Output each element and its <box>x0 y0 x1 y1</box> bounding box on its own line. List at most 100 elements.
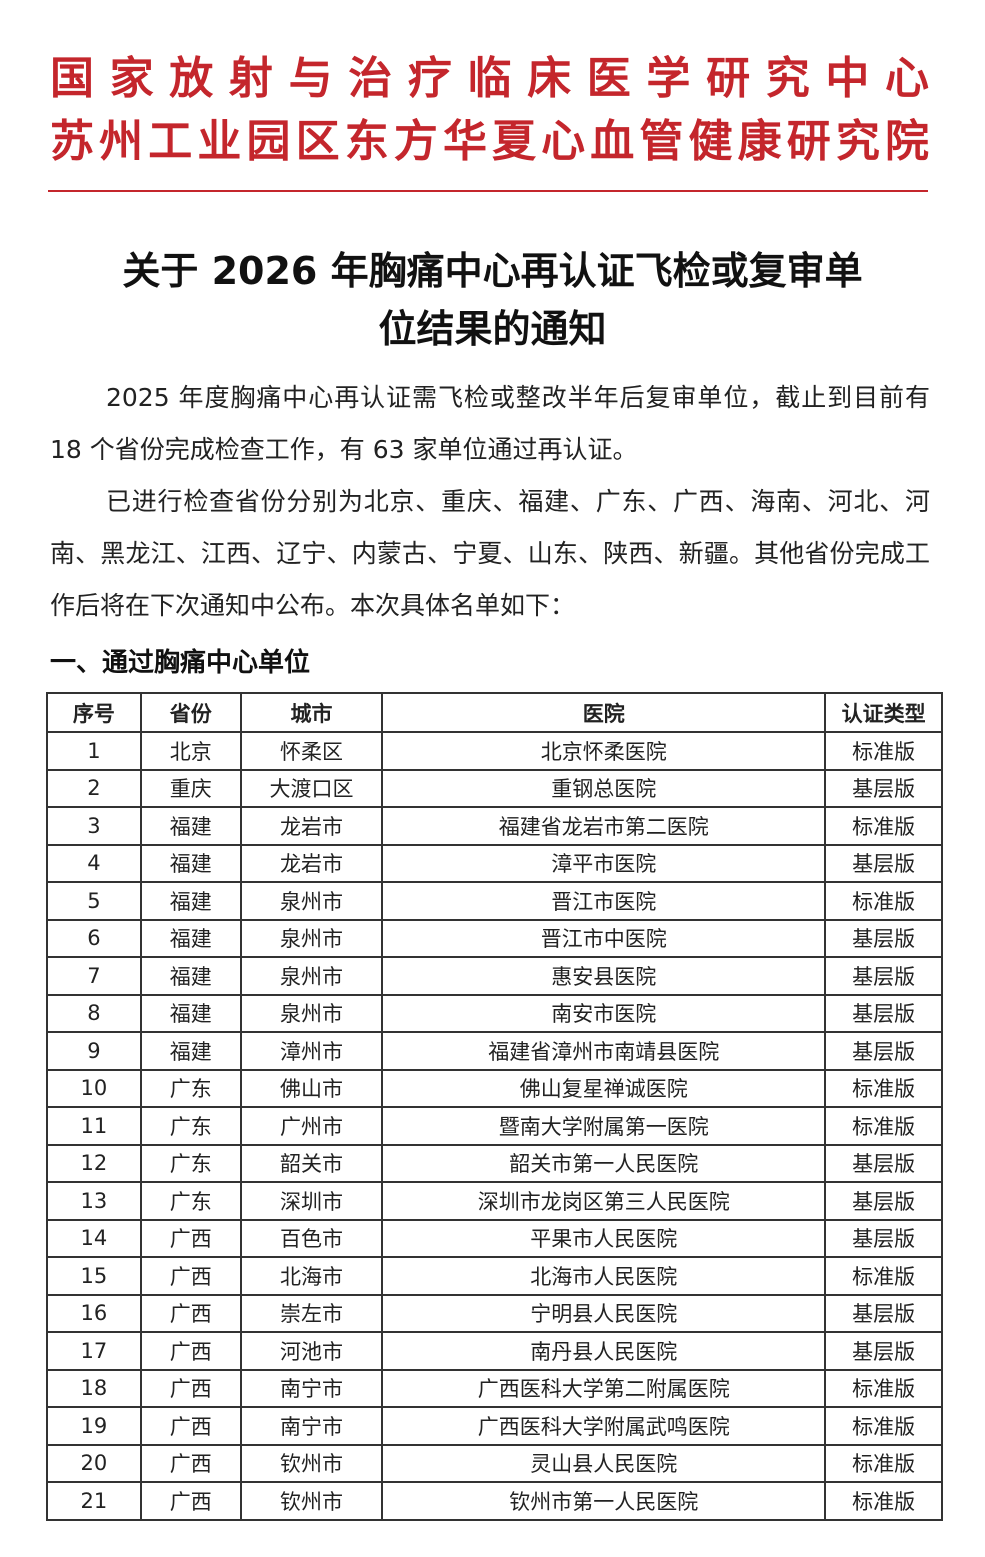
cell-city: 南宁市 <box>239 1368 384 1408</box>
cell-province: 福建 <box>139 806 242 846</box>
cell-cert-type: 标准版 <box>824 1406 943 1446</box>
cell-hospital: 重钢总医院 <box>381 768 827 808</box>
cell-index: 8 <box>46 993 142 1033</box>
cell-province: 广东 <box>139 1181 242 1221</box>
cell-province: 广西 <box>139 1481 242 1521</box>
cell-cert-type: 基层版 <box>824 1181 943 1221</box>
cell-hospital: 韶关市第一人民医院 <box>381 1143 827 1183</box>
cell-cert-type: 标准版 <box>824 881 943 921</box>
cell-city: 南宁市 <box>239 1406 384 1446</box>
cell-cert-type: 基层版 <box>824 1031 943 1071</box>
cell-city: 漳州市 <box>239 1031 384 1071</box>
paragraph-provinces: 已进行检查省份分别为北京、重庆、福建、广东、广西、海南、河北、河南、黑龙江、江西… <box>50 487 930 620</box>
cell-province: 福建 <box>139 956 242 996</box>
cell-province: 福建 <box>139 881 242 921</box>
cell-province: 福建 <box>139 1031 242 1071</box>
table-row: 19 广西 南宁市 广西医科大学附属武鸣医院 标准版 <box>46 1406 943 1446</box>
cell-cert-type: 标准版 <box>824 806 943 846</box>
table-row: 13 广东 深圳市 深圳市龙岗区第三人民医院 基层版 <box>46 1181 943 1221</box>
cell-cert-type: 基层版 <box>824 993 943 1033</box>
cell-hospital: 南丹县人民医院 <box>381 1331 827 1371</box>
cell-index: 20 <box>46 1443 142 1483</box>
document-title-line1: 关于 2026 年胸痛中心再认证飞检或复审单 <box>122 249 863 293</box>
cell-province: 广西 <box>139 1331 242 1371</box>
header-city: 城市 <box>239 692 384 733</box>
cell-province: 重庆 <box>139 768 242 808</box>
cell-index: 7 <box>46 956 142 996</box>
cell-index: 1 <box>46 731 142 771</box>
table-row: 2 重庆 大渡口区 重钢总医院 基层版 <box>46 768 943 808</box>
cell-hospital: 深圳市龙岗区第三人民医院 <box>381 1181 827 1221</box>
cell-index: 21 <box>46 1481 142 1521</box>
cell-province: 福建 <box>139 843 242 883</box>
cell-cert-type: 基层版 <box>824 843 943 883</box>
cell-index: 12 <box>46 1143 142 1183</box>
document-title-line2: 位结果的通知 <box>378 307 607 351</box>
cell-index: 4 <box>46 843 142 883</box>
table-row: 9 福建 漳州市 福建省漳州市南靖县医院 基层版 <box>46 1031 943 1071</box>
table-row: 21 广西 钦州市 钦州市第一人民医院 标准版 <box>46 1481 943 1521</box>
cell-cert-type: 标准版 <box>824 1368 943 1408</box>
cell-cert-type: 标准版 <box>824 1443 943 1483</box>
table-row: 14 广西 百色市 平果市人民医院 基层版 <box>46 1218 943 1258</box>
cell-index: 14 <box>46 1218 142 1258</box>
cell-hospital: 北京怀柔医院 <box>381 731 827 771</box>
table-row: 1 北京 怀柔区 北京怀柔医院 标准版 <box>46 731 943 771</box>
cell-cert-type: 基层版 <box>824 768 943 808</box>
cell-cert-type: 基层版 <box>824 918 943 958</box>
cell-hospital: 钦州市第一人民医院 <box>381 1481 827 1521</box>
cell-index: 9 <box>46 1031 142 1071</box>
cell-cert-type: 基层版 <box>824 1143 943 1183</box>
cell-cert-type: 基层版 <box>824 1331 943 1371</box>
cell-cert-type: 标准版 <box>824 1068 943 1108</box>
cell-province: 福建 <box>139 993 242 1033</box>
cell-index: 3 <box>46 806 142 846</box>
cell-index: 17 <box>46 1331 142 1371</box>
cell-city: 大渡口区 <box>239 768 384 808</box>
cell-hospital: 惠安县医院 <box>381 956 827 996</box>
cell-city: 北海市 <box>239 1256 384 1296</box>
cell-cert-type: 基层版 <box>824 956 943 996</box>
table-row: 11 广东 广州市 暨南大学附属第一医院 标准版 <box>46 1106 943 1146</box>
cell-cert-type: 标准版 <box>824 1106 943 1146</box>
cell-hospital: 漳平市医院 <box>381 843 827 883</box>
section-heading: 一、通过胸痛中心单位 <box>50 648 311 678</box>
cell-city: 钦州市 <box>239 1481 384 1521</box>
cell-index: 2 <box>46 768 142 808</box>
cell-city: 钦州市 <box>239 1443 384 1483</box>
header-province: 省份 <box>139 692 242 733</box>
table-row: 12 广东 韶关市 韶关市第一人民医院 基层版 <box>46 1143 943 1183</box>
cell-province: 广西 <box>139 1256 242 1296</box>
table-row: 16 广西 崇左市 宁明县人民医院 基层版 <box>46 1293 943 1333</box>
table-row: 3 福建 龙岩市 福建省龙岩市第二医院 标准版 <box>46 806 943 846</box>
cell-hospital: 晋江市医院 <box>381 881 827 921</box>
cell-index: 10 <box>46 1068 142 1108</box>
cell-city: 泉州市 <box>239 881 384 921</box>
cell-index: 19 <box>46 1406 142 1446</box>
header-cert-type: 认证类型 <box>824 692 943 733</box>
cell-hospital: 平果市人民医院 <box>381 1218 827 1258</box>
cell-province: 广东 <box>139 1106 242 1146</box>
cell-hospital: 广西医科大学附属武鸣医院 <box>381 1406 827 1446</box>
cell-index: 18 <box>46 1368 142 1408</box>
cell-index: 16 <box>46 1293 142 1333</box>
table-row: 20 广西 钦州市 灵山县人民医院 标准版 <box>46 1443 943 1483</box>
cell-city: 泉州市 <box>239 956 384 996</box>
table-header-row: 序号 省份 城市 医院 认证类型 <box>46 692 943 733</box>
cell-province: 广西 <box>139 1443 242 1483</box>
cell-cert-type: 基层版 <box>824 1293 943 1333</box>
cell-city: 河池市 <box>239 1331 384 1371</box>
cell-province: 广西 <box>139 1293 242 1333</box>
header-divider <box>48 190 928 192</box>
cell-province: 北京 <box>139 731 242 771</box>
table-row: 5 福建 泉州市 晋江市医院 标准版 <box>46 881 943 921</box>
cell-city: 怀柔区 <box>239 731 384 771</box>
cell-index: 11 <box>46 1106 142 1146</box>
cell-city: 泉州市 <box>239 993 384 1033</box>
table-row: 8 福建 泉州市 南安市医院 基层版 <box>46 993 943 1033</box>
table-row: 7 福建 泉州市 惠安县医院 基层版 <box>46 956 943 996</box>
cell-province: 广西 <box>139 1368 242 1408</box>
cell-index: 13 <box>46 1181 142 1221</box>
paragraph-summary: 2025 年度胸痛中心再认证需飞检或整改半年后复审单位，截止到目前有 18 个省… <box>50 383 930 464</box>
cell-hospital: 福建省漳州市南靖县医院 <box>381 1031 827 1071</box>
